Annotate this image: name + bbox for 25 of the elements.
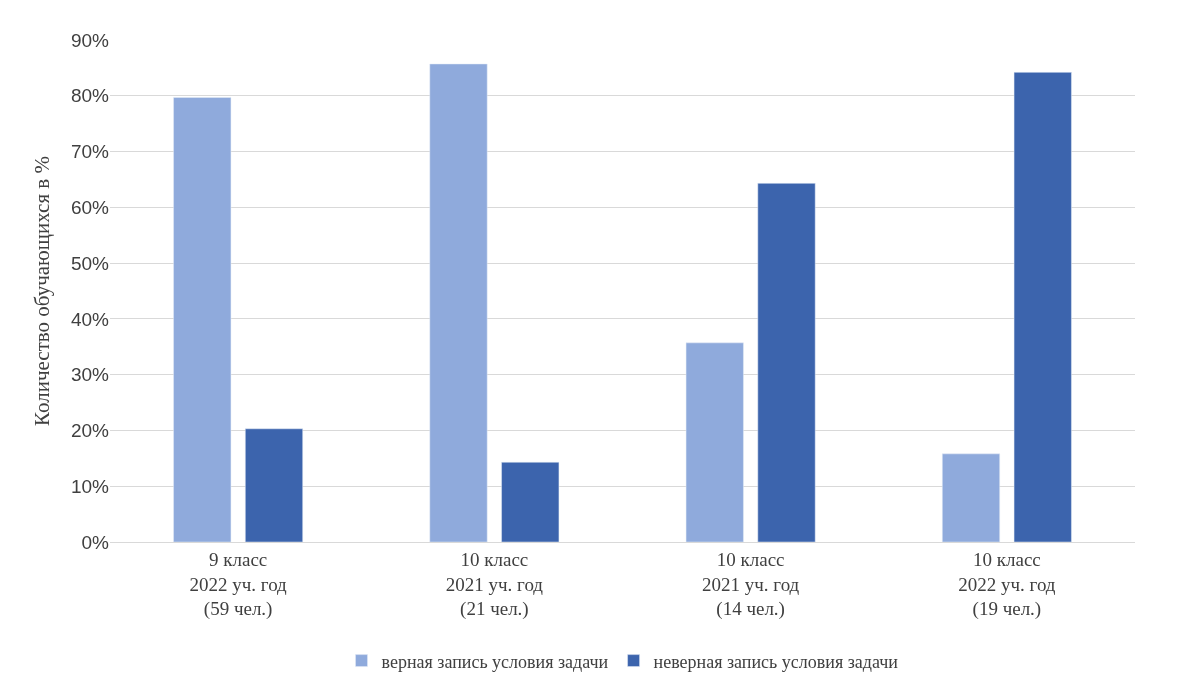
y-tick-label: 0% — [81, 531, 110, 553]
y-tick-label: 60% — [70, 196, 110, 218]
y-tick-label: 90% — [70, 29, 110, 51]
bar — [942, 453, 1000, 542]
y-tick-label: 40% — [70, 308, 110, 330]
bar — [173, 97, 232, 542]
x-tick-label: 10 класс 2021 уч. год (14 чел.) — [702, 548, 800, 621]
x-tick-label: 9 класс 2022 уч. год (59 чел.) — [189, 548, 288, 621]
legend-label: верная запись условия задачи — [381, 651, 609, 672]
bar — [1013, 72, 1072, 542]
x-tick-label: 10 класс 2021 уч. год (21 чел.) — [445, 548, 544, 621]
legend-label: неверная запись условия задачи — [653, 651, 899, 672]
bar — [245, 428, 303, 542]
bar — [685, 342, 744, 542]
bar — [501, 461, 560, 542]
y-tick-label: 10% — [70, 475, 110, 497]
y-tick-label: 80% — [70, 85, 110, 107]
x-tick-label: 10 класс 2022 уч. год (19 чел.) — [958, 548, 1056, 621]
bar — [757, 183, 816, 542]
bar — [429, 63, 488, 542]
y-axis-title: Количество обучающихся в % — [30, 156, 55, 426]
y-tick-label: 70% — [70, 141, 110, 163]
y-tick-label: 30% — [70, 364, 110, 386]
y-tick-label: 50% — [70, 252, 110, 274]
y-tick-label: 20% — [70, 420, 110, 442]
